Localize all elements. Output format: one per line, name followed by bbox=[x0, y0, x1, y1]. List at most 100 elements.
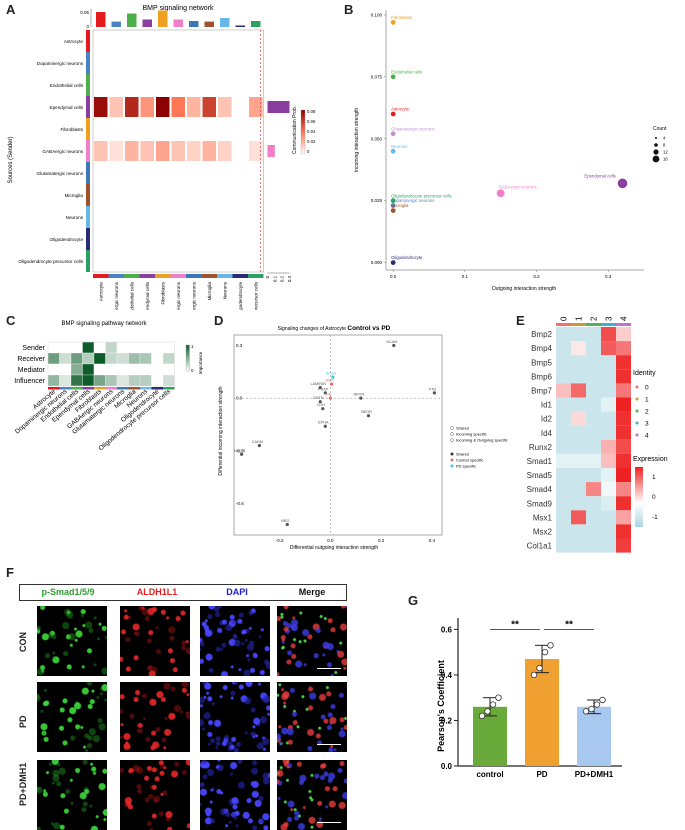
panel-c-heat-cell bbox=[93, 341, 106, 354]
panel-a-heat-cell bbox=[125, 97, 139, 117]
panel-b-point bbox=[390, 20, 396, 25]
panel-c-cell-color bbox=[94, 387, 106, 390]
panel-c-cell-color bbox=[71, 387, 83, 390]
panel-e-heat-cell bbox=[601, 524, 616, 539]
panel-e-heat-cell bbox=[571, 355, 586, 370]
panel-f-micrograph bbox=[277, 760, 347, 830]
panel-e-heat-cell bbox=[616, 538, 631, 553]
panel-a-heat-cell bbox=[187, 141, 201, 161]
panel-d-point bbox=[323, 424, 327, 428]
panel-b-point bbox=[496, 189, 505, 198]
panel-a-heat-cell bbox=[202, 97, 216, 117]
panel-f-micrograph bbox=[200, 760, 270, 830]
panel-e-heat-cell bbox=[571, 482, 586, 497]
panel-e-heat-cell bbox=[556, 439, 571, 454]
panel-f-micrograph bbox=[200, 606, 270, 676]
panel-a-receiver-color bbox=[108, 274, 124, 278]
panel-d-legend-color-label: Shared bbox=[456, 452, 469, 457]
panel-a-heat-cell bbox=[156, 97, 170, 117]
panel-a-receiver-color bbox=[93, 274, 109, 278]
panel-e-heat-cell bbox=[586, 510, 601, 525]
panel-c-title: BMP signaling pathway network bbox=[62, 321, 148, 327]
panel-f-column-title: p-Smad1/5/9 bbox=[41, 587, 95, 597]
panel-e-cluster-label: 0 bbox=[560, 316, 569, 321]
panel-a-right-tick: 0.3 bbox=[287, 275, 292, 282]
panel-c-heat-cell bbox=[59, 374, 72, 387]
panel-a-receiver-label: Ependymal cells bbox=[145, 281, 150, 310]
panel-e-heat-cell bbox=[556, 327, 571, 342]
panel-g-y-tick: 0.6 bbox=[441, 625, 453, 634]
panel-a-heat-cell bbox=[187, 97, 201, 117]
panel-d-xlabel: Differential outgoing interaction streng… bbox=[290, 545, 379, 551]
panel-e-heat-cell bbox=[601, 369, 616, 384]
panel-d-point-label: BMP bbox=[326, 379, 335, 383]
panel-e-heat-cell bbox=[616, 355, 631, 370]
panel-d-title: Signaling changes of Astrocyte Control v… bbox=[278, 325, 391, 332]
panel-f-row-label: PD bbox=[18, 715, 28, 728]
panel-g-category-label: PD+DMH1 bbox=[575, 770, 614, 779]
panel-e-cluster-label: 3 bbox=[605, 316, 614, 321]
panel-g-data-point bbox=[541, 648, 549, 656]
panel-g-data-point bbox=[484, 708, 491, 715]
panel-b-point-label: Astrocyte bbox=[391, 107, 410, 112]
panel-e-heat-cell bbox=[601, 383, 616, 398]
panel-e-cluster-bar bbox=[571, 323, 586, 326]
panel-c-frame bbox=[47, 341, 175, 387]
panel-e-heat-cell bbox=[616, 341, 631, 356]
panel-e-heat-cell bbox=[586, 425, 601, 440]
panel-e-heat-cell bbox=[571, 524, 586, 539]
panel-a-legend-title: Communication Prob. bbox=[292, 106, 298, 154]
panel-b-y-tick: 0.100 bbox=[371, 12, 383, 17]
panel-a-top-bar bbox=[235, 25, 245, 27]
panel-e-gene-label: Bmp2 bbox=[531, 330, 552, 339]
panel-a-heatmap: BMP signaling network Sources (Sender) C… bbox=[8, 5, 316, 310]
panel-c-heat-cell bbox=[93, 352, 106, 365]
panel-a-sender-color bbox=[86, 140, 90, 162]
panel-a-receiver-color bbox=[232, 274, 248, 278]
panel-letter-c: C bbox=[6, 313, 16, 328]
panel-e-colorbar-tick: -1 bbox=[652, 514, 658, 521]
panel-a-receiver-label: GABAergic neurons bbox=[176, 281, 181, 310]
panel-b-y-tick: 0.075 bbox=[371, 74, 383, 79]
panel-c-heat-cell bbox=[151, 374, 164, 387]
panel-b-x-tick: 0.2 bbox=[533, 274, 540, 279]
panel-e-heat-cell bbox=[601, 397, 616, 412]
panel-d-point-label: PSAP bbox=[318, 387, 329, 391]
panel-c-cell-color bbox=[140, 387, 152, 390]
panel-e-identity-title: Identity bbox=[633, 370, 656, 377]
panel-e-gene-label: Smad4 bbox=[527, 485, 553, 494]
panel-e-heat-cell bbox=[556, 397, 571, 412]
panel-e-heat-cell bbox=[616, 439, 631, 454]
panel-a-receiver-color bbox=[217, 274, 233, 278]
panel-e-heat-cell bbox=[616, 369, 631, 384]
panel-d-point-label: MK bbox=[326, 393, 332, 397]
panel-d-point bbox=[318, 386, 322, 390]
panel-b-point bbox=[390, 260, 396, 265]
panel-g-data-point bbox=[478, 712, 486, 720]
panel-e-colorbar bbox=[635, 467, 643, 527]
panel-f-column-title: DAPI bbox=[226, 587, 248, 597]
panel-d-point bbox=[318, 400, 322, 404]
panel-e-heat-cell bbox=[586, 397, 601, 412]
panel-c-colorbar bbox=[185, 344, 190, 372]
panel-e-heat-cell bbox=[601, 468, 616, 483]
panel-f-micrograph bbox=[200, 682, 270, 752]
panel-e-heat-cell bbox=[586, 369, 601, 384]
panel-c-heat-cell bbox=[139, 352, 152, 365]
panel-c-heat-cell bbox=[59, 341, 72, 354]
panel-a-sender-label: Endothelial cells bbox=[50, 83, 84, 88]
panel-d-y-tick: -0.3 bbox=[236, 448, 244, 453]
panel-f-scale-bar bbox=[317, 668, 341, 669]
panel-e-heat-cell bbox=[601, 341, 616, 356]
panel-e-heat-cell bbox=[586, 327, 601, 342]
panel-a-top-bar bbox=[96, 12, 106, 27]
panel-e-heat-cell bbox=[556, 425, 571, 440]
panel-c-legend-title: Importance bbox=[198, 351, 203, 374]
panel-a-sender-label: Fibroblasts bbox=[61, 127, 84, 132]
panel-d-legend-color-label: Control specific bbox=[456, 458, 483, 463]
panel-a-colorbar-tick: 0 bbox=[307, 149, 310, 154]
panel-e-heat-cell bbox=[571, 327, 586, 342]
panel-d-legend-shape-label: Incoming & Outgoing specific bbox=[456, 438, 508, 443]
panel-b-legend-label: 8 bbox=[663, 143, 666, 148]
panel-c-role-label: Sender bbox=[22, 345, 45, 352]
